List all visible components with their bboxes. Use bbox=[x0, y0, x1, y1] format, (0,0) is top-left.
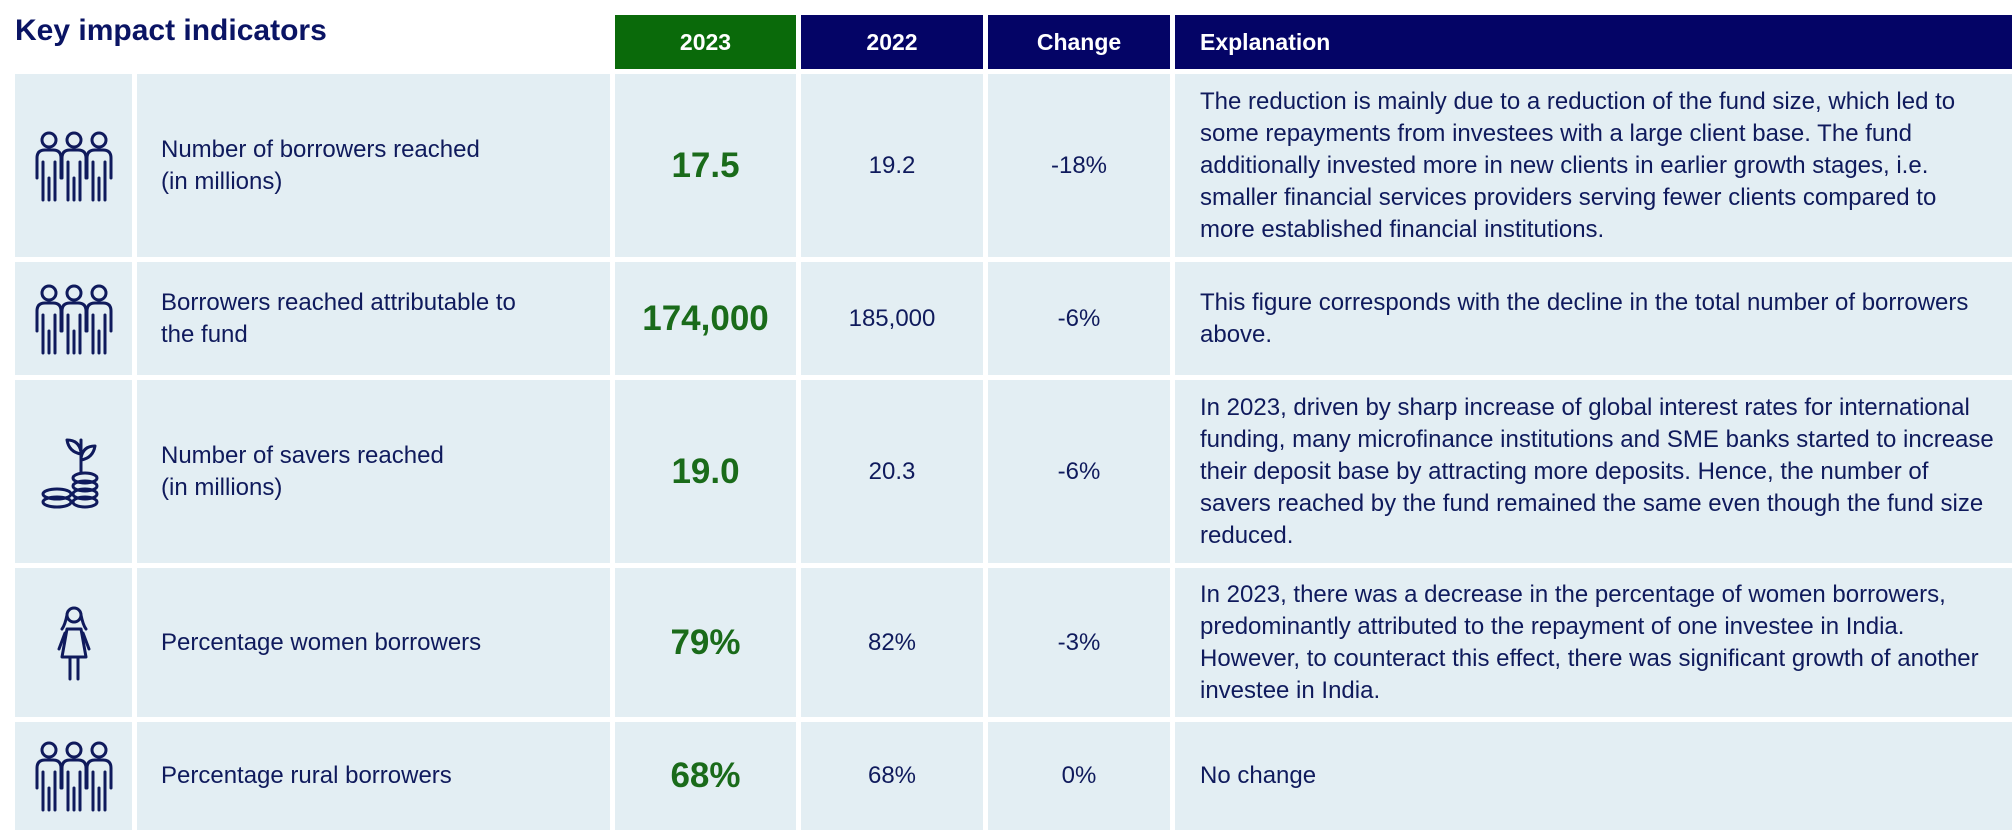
value-2023: 68% bbox=[615, 722, 796, 830]
change: -18% bbox=[988, 74, 1170, 257]
value-2023: 79% bbox=[615, 568, 796, 717]
column-header: Change bbox=[988, 15, 1170, 69]
value-2023: 174,000 bbox=[615, 262, 796, 375]
people-icon bbox=[29, 736, 119, 816]
indicator: Borrowers reached attributable to the fu… bbox=[137, 262, 610, 375]
value-2022: 19.2 bbox=[801, 74, 983, 257]
woman-icon bbox=[29, 603, 119, 683]
icon-cell bbox=[15, 262, 132, 375]
value-2022: 185,000 bbox=[801, 262, 983, 375]
value-2023: 19.0 bbox=[615, 380, 796, 563]
change: 0% bbox=[988, 722, 1170, 830]
column-header: Explanation bbox=[1175, 15, 2012, 69]
icon-cell bbox=[15, 74, 132, 257]
indicator: Number of savers reached (in millions) bbox=[137, 380, 610, 563]
value-2023: 17.5 bbox=[615, 74, 796, 257]
value-2022: 82% bbox=[801, 568, 983, 717]
explanation: The reduction is mainly due to a reducti… bbox=[1175, 74, 2012, 257]
explanation: This figure corresponds with the decline… bbox=[1175, 262, 2012, 375]
indicator-table: Key impact indicators 2023 2022 Change E… bbox=[15, 15, 2012, 830]
icon-cell bbox=[15, 568, 132, 717]
value-2022: 68% bbox=[801, 722, 983, 830]
explanation: In 2023, driven by sharp increase of glo… bbox=[1175, 380, 2012, 563]
value-2022: 20.3 bbox=[801, 380, 983, 563]
explanation: In 2023, there was a decrease in the per… bbox=[1175, 568, 2012, 717]
change: -6% bbox=[988, 380, 1170, 563]
change: -6% bbox=[988, 262, 1170, 375]
indicator: Number of borrowers reached (in millions… bbox=[137, 74, 610, 257]
column-header: 2023 bbox=[615, 15, 796, 69]
change: -3% bbox=[988, 568, 1170, 717]
people-icon bbox=[29, 279, 119, 359]
icon-cell bbox=[15, 380, 132, 563]
indicator: Percentage women borrowers bbox=[137, 568, 610, 717]
title: Key impact indicators bbox=[15, 14, 327, 47]
savings-icon bbox=[29, 432, 119, 512]
people-icon bbox=[29, 126, 119, 206]
icon-cell bbox=[15, 722, 132, 830]
column-header: 2022 bbox=[801, 15, 983, 69]
explanation: No change bbox=[1175, 722, 2012, 830]
indicator: Percentage rural borrowers bbox=[137, 722, 610, 830]
